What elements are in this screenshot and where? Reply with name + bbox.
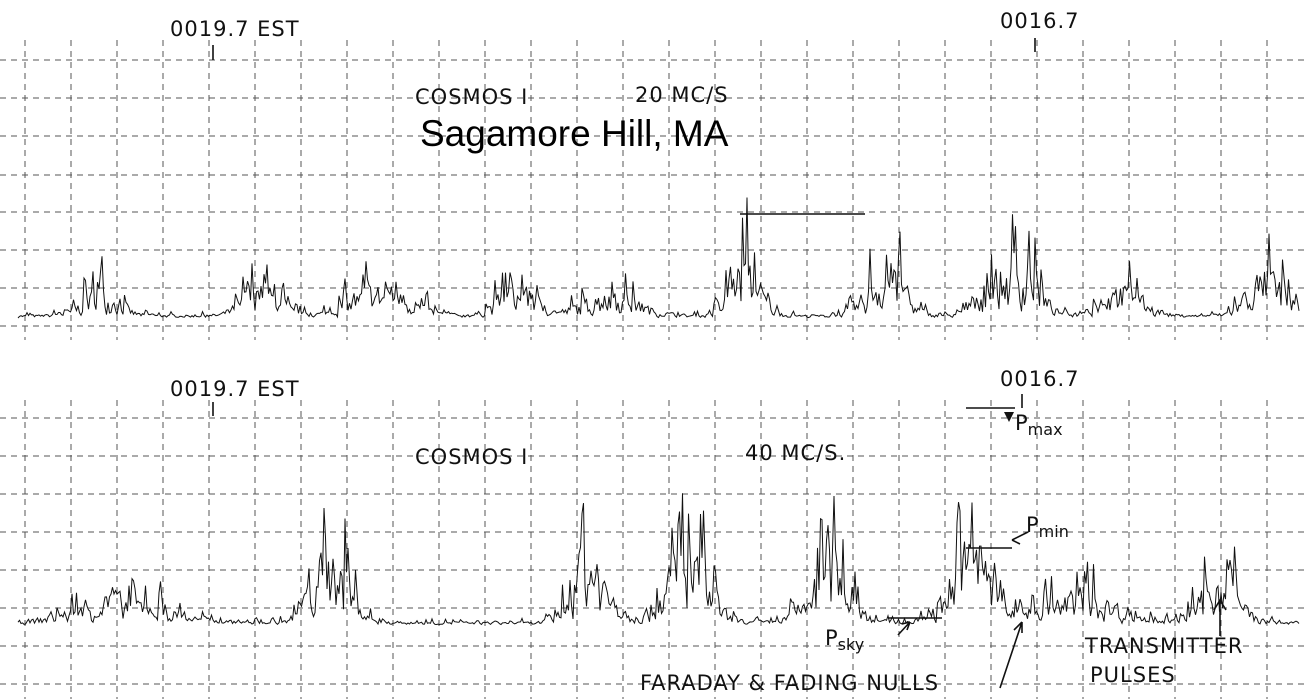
arrow — [897, 621, 911, 636]
waveform — [17, 197, 1300, 319]
start-time: 0019.7 EST — [170, 377, 300, 401]
waveforms — [17, 197, 1300, 626]
end-time: 0016.7 — [1000, 9, 1079, 33]
frequency: 20 MC/S — [635, 83, 729, 107]
arrow — [999, 621, 1023, 689]
p-max: Pmax — [1015, 411, 1063, 439]
p-min: Pmin — [1026, 513, 1069, 541]
frequency: 40 MC/S. — [745, 441, 846, 465]
title: Sagamore Hill, MA — [420, 113, 729, 154]
satellite: COSMOS I — [415, 445, 528, 469]
end-time: 0016.7 — [1000, 367, 1079, 391]
pulses-label: PULSES — [1090, 663, 1176, 687]
pulses-label: TRANSMITTER — [1084, 634, 1243, 658]
grid — [0, 40, 1307, 699]
waveform — [17, 493, 1300, 626]
arrow — [1004, 412, 1014, 422]
nulls-label: FARADAY & FADING NULLS — [640, 671, 939, 695]
p-sky: Psky — [825, 626, 864, 654]
satellite: COSMOS I — [415, 85, 528, 109]
arrow — [1213, 598, 1227, 636]
start-time: 0019.7 EST — [170, 17, 300, 41]
arrow — [1011, 531, 1029, 545]
